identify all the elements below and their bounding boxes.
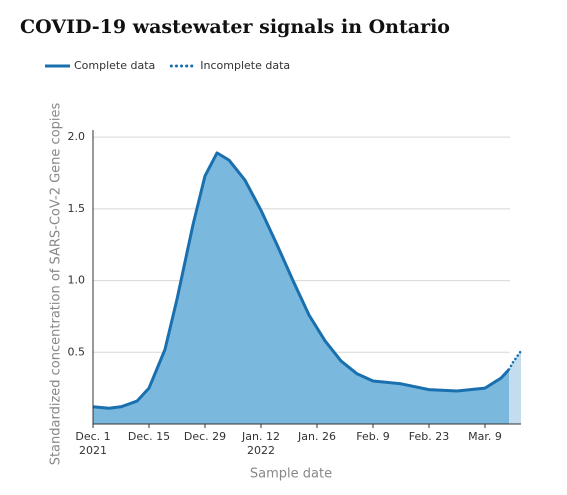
x-tick-label: Dec. 15 (128, 430, 170, 443)
x-tick-sublabel: 2021 (79, 444, 107, 457)
y-tick-label: 1.0 (68, 274, 86, 287)
x-tick-sublabel: 2022 (247, 444, 275, 457)
x-axis-label: Sample date (250, 467, 332, 482)
x-tick-label: Jan. 26 (297, 430, 336, 443)
x-tick-label: Dec. 1 (75, 430, 110, 443)
x-tick-label: Feb. 23 (409, 430, 449, 443)
y-tick-label: 0.5 (68, 345, 86, 358)
line (92, 151, 511, 410)
area (509, 350, 521, 424)
x-tick-label: Feb. 9 (356, 430, 389, 443)
x-tick-label: Mar. 9 (468, 430, 502, 443)
chart-title: COVID-19 wastewater signals in Ontario (20, 16, 450, 38)
y-tick-label: 2.0 (68, 130, 86, 143)
line (507, 349, 523, 371)
y-tick-label: 1.5 (68, 202, 86, 215)
y-axis-label: Standardized concentration of SARS-CoV-2… (49, 102, 64, 465)
legend-label: Incomplete data (200, 59, 290, 72)
x-tick-label: Dec. 29 (184, 430, 226, 443)
area (93, 152, 509, 424)
x-tick-label: Jan. 12 (241, 430, 280, 443)
legend-label: Complete data (74, 59, 155, 72)
